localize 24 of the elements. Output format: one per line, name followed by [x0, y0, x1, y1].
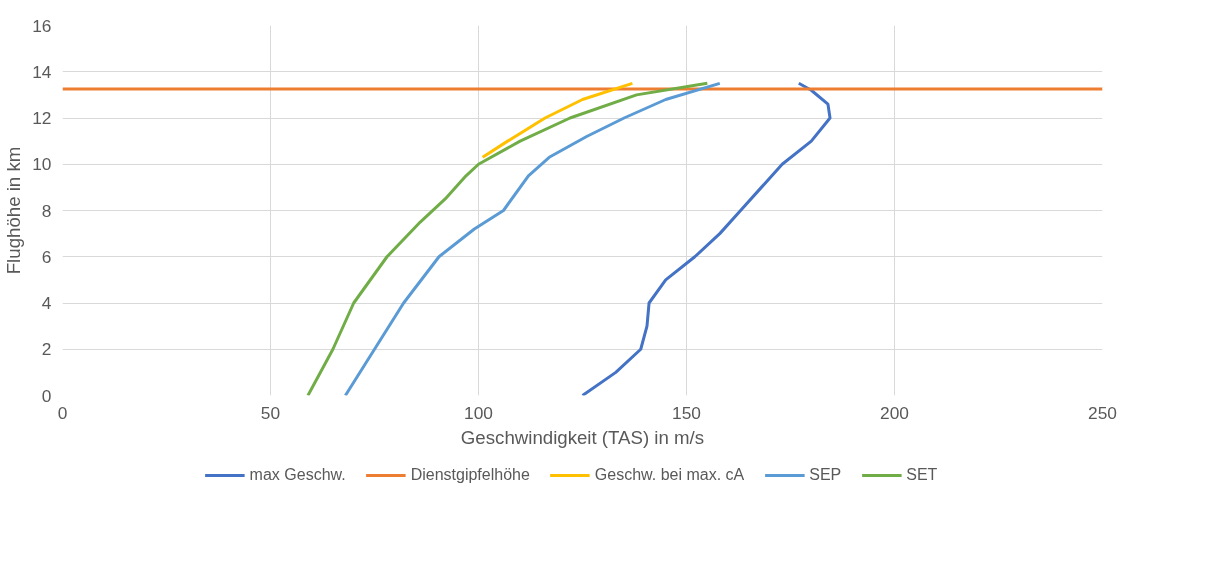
y-tick-label: 6: [41, 246, 52, 267]
y-tick-label: 16: [32, 15, 52, 36]
x-tick-label: 250: [1088, 402, 1117, 423]
legend-label: Dienstgipfelhöhe: [410, 466, 530, 484]
y-tick-label: 10: [32, 154, 52, 175]
line-series: [581, 81, 832, 396]
y-tick-label: 8: [41, 200, 52, 221]
line-series: [481, 81, 634, 159]
x-tick-label: 50: [260, 402, 281, 423]
x-tick-label: 100: [464, 402, 493, 423]
legend-label: max Geschw.: [249, 466, 346, 484]
y-tick-label: 0: [41, 385, 52, 406]
y-tick-label: 2: [41, 339, 52, 360]
y-tick-label: 12: [32, 108, 52, 128]
x-tick-label: 150: [672, 402, 701, 423]
y-tick-label: 14: [32, 61, 52, 82]
y-axis-title: Flughöhe in km: [3, 146, 25, 275]
y-tick-label: 4: [41, 293, 52, 313]
x-tick-label: 0: [57, 402, 68, 423]
legend-label: SET: [906, 466, 938, 484]
x-axis-title: Geschwindigkeit (TAS) in m/s: [460, 426, 705, 448]
x-tick-label: 200: [880, 402, 909, 423]
legend-label: Geschw. bei max. cA: [594, 466, 745, 484]
legend-label: SEP: [809, 466, 842, 484]
